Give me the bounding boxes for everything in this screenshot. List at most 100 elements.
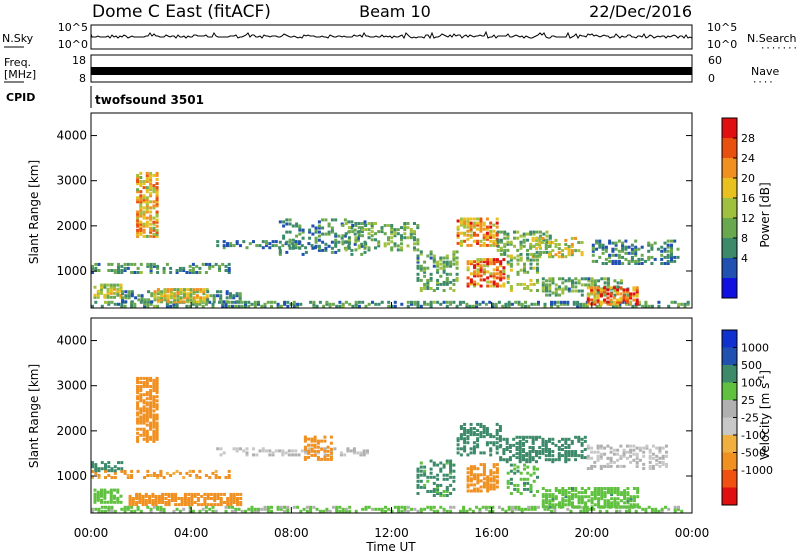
range-cell: [610, 505, 614, 509]
range-cell: [462, 509, 466, 513]
range-cell: [413, 300, 417, 304]
range-cell: [113, 302, 117, 306]
range-cell: [476, 445, 480, 449]
range-cell: [346, 447, 350, 451]
range-cell: [622, 294, 626, 298]
colorbar-tick-label: 4: [741, 252, 748, 265]
range-cell: [466, 477, 470, 481]
range-cell: [186, 300, 190, 304]
range-cell: [96, 289, 100, 293]
range-cell: [455, 262, 459, 266]
range-cell: [187, 497, 191, 500]
range-cell: [506, 248, 510, 252]
range-cell: [135, 492, 139, 496]
range-cell: [561, 493, 565, 497]
range-cell: [380, 228, 384, 232]
range-cell: [333, 447, 337, 451]
range-cell: [353, 242, 357, 246]
range-cell: [554, 287, 558, 291]
range-cell: [463, 225, 467, 229]
range-cell: [479, 278, 483, 282]
range-cell: [538, 456, 542, 460]
range-cell: [564, 503, 568, 507]
range-cell: [416, 266, 420, 270]
freq-label-line1: Freq.: [4, 56, 31, 69]
range-cell: [244, 302, 247, 306]
range-cell: [532, 258, 536, 262]
range-cell: [145, 415, 149, 419]
range-cell: [416, 304, 420, 308]
range-cell: [193, 501, 197, 504]
range-cell: [146, 469, 150, 473]
range-cell: [491, 304, 495, 308]
range-cell: [629, 505, 633, 509]
range-cell: [630, 251, 634, 255]
range-cell: [120, 271, 124, 274]
range-cell: [229, 497, 233, 500]
range-cell: [104, 465, 107, 469]
beam-title: Beam 10: [359, 2, 431, 21]
range-cell: [203, 497, 207, 500]
range-cell: [516, 270, 520, 274]
range-cell: [635, 300, 639, 304]
range-cell: [507, 507, 511, 511]
range-cell: [229, 296, 232, 300]
range-cell: [298, 224, 302, 228]
range-cell: [103, 490, 107, 494]
range-cell: [126, 476, 130, 479]
range-cell: [538, 452, 542, 456]
range-cell: [574, 505, 578, 509]
range-cell: [364, 242, 368, 246]
range-cell: [469, 217, 473, 221]
range-cell: [492, 282, 496, 286]
range-cell: [538, 450, 542, 453]
range-cell: [169, 288, 173, 292]
range-cell: [463, 437, 467, 441]
range-cell: [182, 476, 186, 479]
range-cell: [462, 507, 466, 511]
range-cell: [436, 483, 440, 487]
range-cell: [139, 417, 143, 421]
range-cell: [577, 491, 581, 495]
range-cell: [189, 292, 193, 296]
colorbar-frame: [721, 117, 738, 299]
range-cell: [561, 437, 564, 441]
range-cell: [94, 471, 98, 475]
range-cell: [489, 225, 493, 229]
range-cell: [503, 232, 507, 236]
range-cell: [409, 228, 413, 232]
range-cell: [489, 284, 493, 288]
range-cell: [655, 462, 659, 466]
range-cell: [609, 458, 613, 462]
range-cell: [590, 497, 594, 501]
range-cell: [155, 234, 159, 238]
range-cell: [526, 285, 530, 288]
range-cell: [436, 278, 440, 282]
colorbar-swatch: [722, 347, 737, 366]
range-cell: [222, 300, 226, 304]
range-cell: [400, 242, 403, 246]
range-cell: [400, 226, 403, 230]
range-cell: [199, 288, 203, 292]
range-cell: [352, 451, 356, 455]
range-cell: [577, 435, 581, 439]
range-cell: [222, 244, 226, 248]
range-cell: [603, 499, 607, 503]
range-cell: [502, 258, 506, 262]
range-cell: [632, 503, 636, 507]
range-cell: [506, 274, 510, 278]
range-cell: [556, 304, 560, 308]
range-cell: [615, 505, 619, 509]
range-cell: [486, 258, 490, 262]
range-cell: [406, 304, 410, 308]
range-cell: [136, 405, 140, 409]
range-cell: [347, 226, 351, 230]
range-cell: [612, 452, 616, 456]
range-cell: [410, 302, 413, 306]
range-cell: [216, 492, 220, 496]
range-cell: [413, 222, 416, 225]
range-cell: [456, 439, 460, 443]
range-cell: [288, 222, 292, 226]
range-cell: [130, 505, 134, 509]
